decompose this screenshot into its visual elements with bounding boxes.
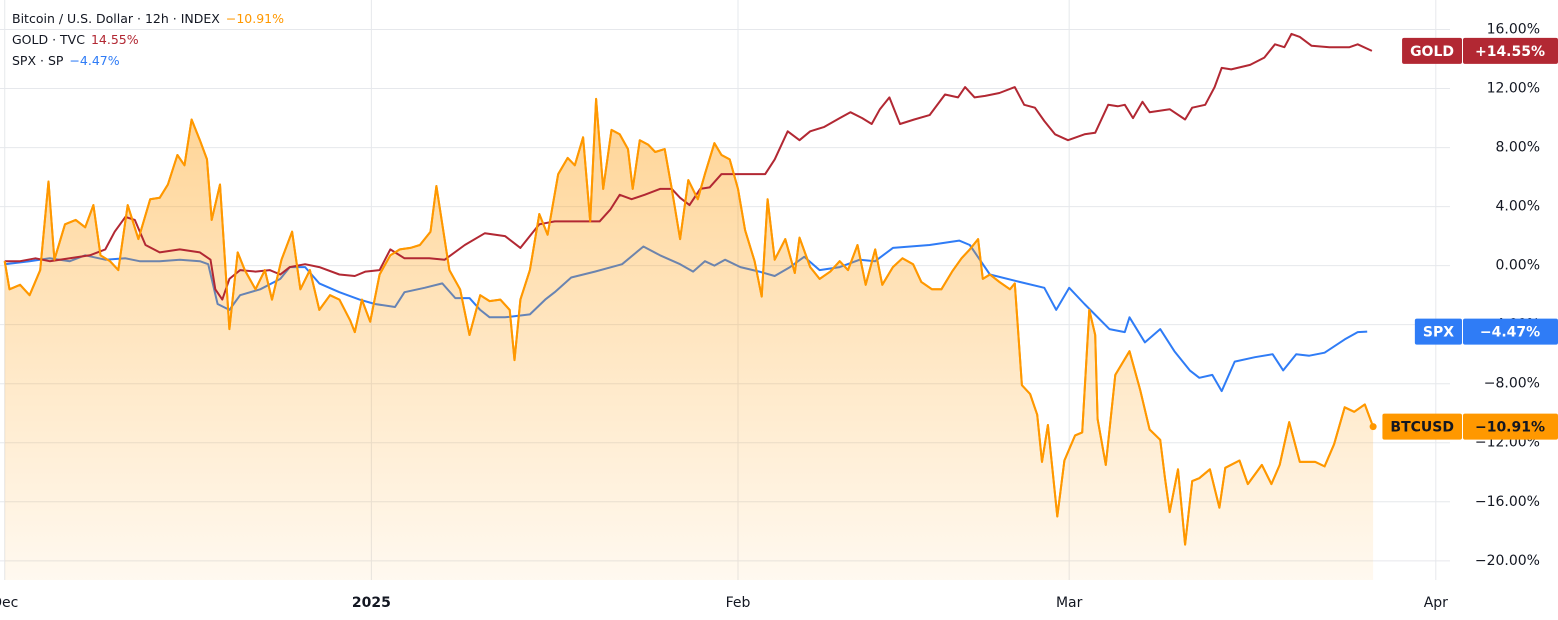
area <box>4 98 1374 581</box>
axis-background <box>1452 0 1558 620</box>
x-tick-label: Dec <box>0 595 18 611</box>
x-tick-label: 2025 <box>352 595 391 611</box>
badge-value <box>1463 37 1558 64</box>
x-tick-label: Apr <box>1424 595 1448 611</box>
y-tick-label: −16.00% <box>1475 494 1540 510</box>
axis-background <box>0 580 1558 620</box>
x-tick-label: Feb <box>726 595 751 611</box>
y-tick-label: 8.00% <box>1496 140 1540 156</box>
badge-name-text: BTCUSD <box>1390 420 1454 436</box>
badge-value <box>1463 413 1558 440</box>
legend-entry: SPX · SP −4.47% <box>12 53 120 68</box>
legend-entry: GOLD · TVC 14.55% <box>12 32 139 47</box>
badge-name <box>1414 318 1462 345</box>
y-tick-label: 12.00% <box>1487 81 1540 97</box>
badge-name-text: GOLD <box>1410 44 1454 60</box>
legend-label: SPX · SP <box>12 53 64 68</box>
line <box>3 97 1375 546</box>
badge-name <box>1382 413 1462 440</box>
badge-value-text: −4.47% <box>1480 325 1540 341</box>
last-point <box>1369 423 1377 431</box>
legend-entry: Bitcoin / U.S. Dollar · 12h · INDEX −10.9… <box>12 11 284 26</box>
x-tick-label: Mar <box>1056 595 1083 611</box>
y-tick-label: 16.00% <box>1487 22 1540 38</box>
badge-name <box>1402 37 1462 64</box>
y-tick-label: −20.00% <box>1475 553 1540 569</box>
legend-value: −4.47% <box>69 53 119 68</box>
y-tick-label: 0.00% <box>1496 258 1540 274</box>
y-tick-label: 4.00% <box>1496 199 1540 215</box>
y-tick-label: −8.00% <box>1484 376 1540 392</box>
legend-value: −10.91% <box>226 11 284 26</box>
badge-value <box>1463 318 1558 345</box>
legend-value: 14.55% <box>91 32 139 47</box>
badge-value-text: +14.55% <box>1475 44 1545 60</box>
legend-label: Bitcoin / U.S. Dollar · 12h · INDEX <box>12 11 220 26</box>
badge-value-text: −10.91% <box>1475 420 1545 436</box>
badge-name-text: SPX <box>1423 325 1454 341</box>
legend-label: GOLD · TVC <box>12 32 85 47</box>
